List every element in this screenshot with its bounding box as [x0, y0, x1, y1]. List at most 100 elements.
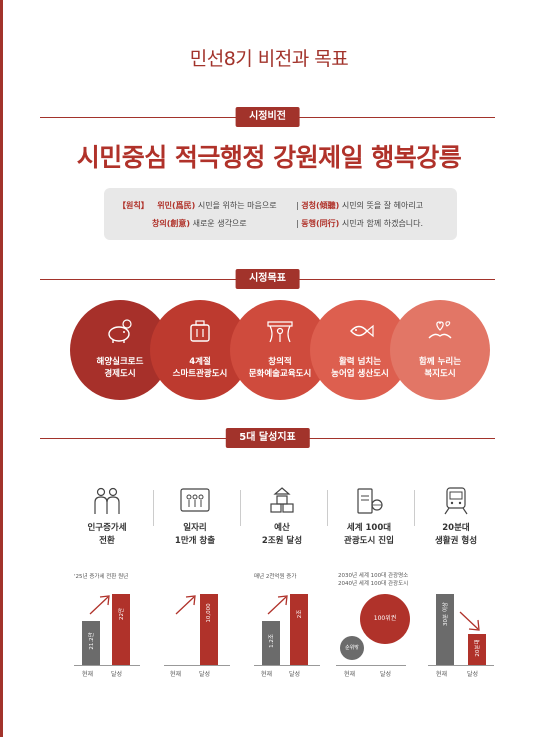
metric-line2: 1만개 창출	[174, 536, 216, 546]
principle-text: 시민과 함께 하겠습니다.	[339, 219, 424, 228]
fish-icon	[350, 324, 374, 338]
bar-value-label: 21.2만	[89, 632, 95, 650]
workers-icon	[180, 488, 210, 512]
bar-value-label: 22만	[119, 607, 125, 621]
chart-baseline	[254, 665, 320, 666]
goal-line2: 문화예술교육도시	[248, 369, 312, 379]
money-stack-icon	[270, 487, 294, 513]
bubble-target: 100위권	[360, 594, 410, 644]
chart-budget: 매년 2천억원 증가 1.2조 2조 현재 달성	[240, 570, 340, 690]
chart-baseline	[74, 665, 140, 666]
principle-separator: |	[296, 219, 299, 228]
metric-line2: 생활권 형성	[434, 536, 478, 546]
chart-note-line: 2030년 세계 100대 관광명소	[338, 573, 409, 579]
principle-separator: |	[296, 201, 299, 210]
bar-value-label: 1.2조	[269, 634, 275, 648]
principle-term: 위민(爲民)	[157, 201, 196, 210]
arrow-down-icon	[459, 611, 480, 631]
bar-current: 21.2만	[82, 621, 100, 666]
x-label-current: 현재	[344, 671, 356, 678]
x-label-target: 달성	[199, 671, 211, 678]
metric-line1: 20분대	[442, 523, 470, 533]
bar-target: 2조	[290, 594, 308, 666]
metrics-section-header: 5대 달성지표	[40, 428, 495, 448]
principle-row-2: 창의(創意) 새로운 생각으로	[152, 218, 247, 229]
metric-line1: 인구증가세	[87, 523, 127, 533]
principle-row-2b: | 동행(同行) 시민과 함께 하겠습니다.	[296, 218, 423, 229]
theater-icon	[267, 321, 293, 343]
bar-target: 22만	[112, 594, 130, 666]
chart-commute: 30분 이상 20분대 현재 달성	[418, 570, 518, 690]
vision-section-header: 시정비전	[40, 107, 495, 127]
goal-line1: 함께 누리는	[418, 357, 462, 367]
metric-commute: 20분대 생활권 형성	[411, 486, 501, 548]
principle-row-1b: | 경청(傾聽) 시민의 뜻을 잘 헤아리고	[296, 200, 423, 211]
x-label-current: 현재	[436, 671, 448, 678]
goal-line1: 활력 넘치는	[338, 357, 382, 367]
bar-target: 10,000	[200, 594, 218, 666]
principle-text: 시민의 뜻을 잘 헤아리고	[339, 201, 424, 210]
x-label-current: 현재	[170, 671, 182, 678]
care-hands-icon	[428, 321, 452, 339]
bar-value-label: 30분 이상	[443, 602, 449, 626]
arrow-up-icon	[267, 595, 288, 615]
x-label-current: 현재	[82, 671, 94, 678]
page-title: 민선8기 비전과 목표	[189, 48, 349, 70]
chart-note-line: 2040년 세계 100대 관광도시	[338, 581, 409, 587]
x-label-current: 현재	[261, 671, 273, 678]
principle-term: 동행(同行)	[301, 219, 340, 228]
x-label-target: 달성	[380, 671, 392, 678]
luggage-icon	[190, 320, 210, 342]
principle-row-1: 【원칙】 위민(爲民) 시민을 위하는 마음으로	[118, 200, 277, 211]
principle-term: 경청(傾聽)	[301, 201, 340, 210]
goals-row: 해양실크로드 경제도시 4계절 스마트관광도시 창의적 문화예술교육도시	[70, 300, 530, 400]
metric-line1: 일자리	[183, 523, 207, 533]
principle-text: 시민을 위하는 마음으로	[195, 201, 277, 210]
metric-divider	[414, 490, 415, 526]
goal-welfare: 함께 누리는 복지도시	[390, 300, 490, 400]
metric-budget: 예산 2조원 달성	[237, 486, 327, 548]
goal-line2: 복지도시	[424, 369, 456, 379]
metric-line2: 전환	[99, 536, 115, 546]
bar-value-label: 20분대	[475, 639, 481, 657]
principle-term: 창의(創意)	[152, 219, 191, 228]
goal-line2: 경제도시	[104, 369, 136, 379]
goal-line2: 농어업 생산도시	[331, 369, 389, 379]
principle-box: 【원칙】 위민(爲民) 시민을 위하는 마음으로 | 경청(傾聽) 시민의 뜻을…	[104, 188, 457, 240]
metrics-tag: 5대 달성지표	[225, 428, 310, 448]
principle-label: 【원칙】	[118, 201, 149, 210]
principle-text: 새로운 생각으로	[190, 219, 247, 228]
metric-tourism: 세계 100대 관광도시 진입	[324, 486, 414, 548]
chart-note: 매년 2천억원 증가	[254, 574, 297, 580]
goals-section-header: 시정목표	[40, 269, 495, 289]
metric-divider	[240, 490, 241, 526]
people-icon	[94, 487, 120, 514]
bubble-current: 순위밖	[340, 636, 364, 660]
goals-tag: 시정목표	[235, 269, 300, 289]
piggy-bank-icon	[108, 319, 132, 343]
metric-population: 인구증가세 전환	[62, 486, 152, 548]
x-label-target: 달성	[467, 671, 479, 678]
goal-line1: 해양실크로드	[96, 357, 144, 367]
chart-population: '25년 증가세 전환 원년 21.2만 22만 현재 달성	[58, 570, 158, 690]
chart-tourism: 2030년 세계 100대 관광명소 2040년 세계 100대 관광도시 10…	[330, 570, 430, 690]
arrow-up-icon	[175, 595, 196, 615]
bar-value-label: 2조	[297, 609, 303, 619]
chart-note: 2030년 세계 100대 관광명소 2040년 세계 100대 관광도시	[338, 572, 408, 588]
goal-line1: 4계절	[189, 357, 211, 367]
chart-note: '25년 증가세 전환 원년	[74, 574, 129, 580]
train-icon	[444, 487, 468, 515]
metric-divider	[153, 490, 154, 526]
chart-baseline	[164, 665, 230, 666]
chart-baseline	[428, 665, 494, 666]
chart-jobs: 10,000 현재 달성	[148, 570, 248, 690]
metric-line2: 2조원 달성	[261, 536, 303, 546]
metric-line2: 관광도시 진입	[344, 536, 394, 546]
x-label-target: 달성	[111, 671, 123, 678]
bar-current: 1.2조	[262, 621, 280, 666]
metric-line1: 세계 100대	[346, 523, 392, 533]
goal-line1: 창의적	[268, 357, 292, 367]
chart-baseline	[336, 665, 406, 666]
arrow-up-icon	[89, 595, 110, 615]
bar-value-label: 10,000	[206, 603, 212, 623]
